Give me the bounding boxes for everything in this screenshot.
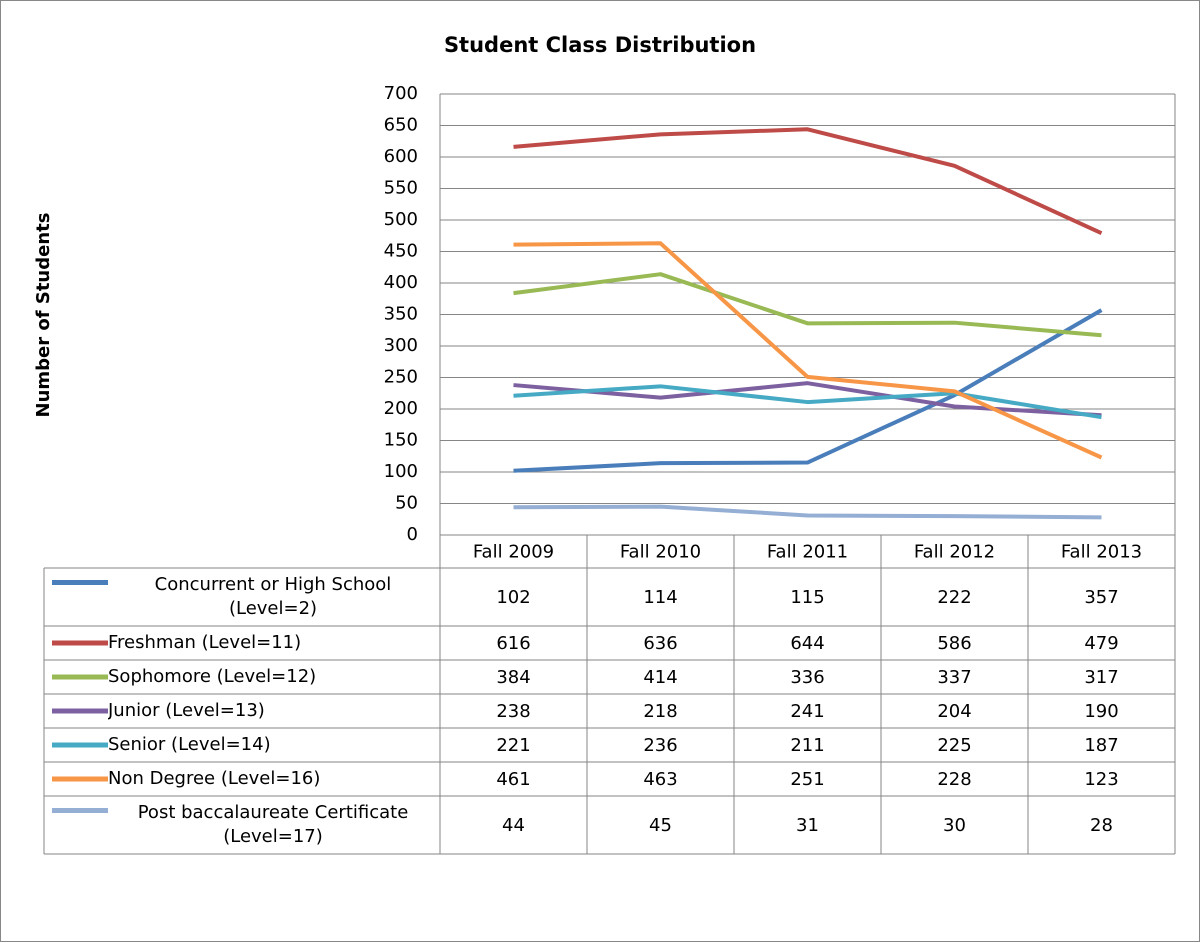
table-value: 115: [790, 587, 824, 608]
x-tick-label: Fall 2012: [914, 542, 995, 563]
table-value: 337: [937, 667, 971, 688]
series-line: [513, 384, 1102, 420]
y-tick-label: 500: [384, 209, 418, 230]
table-value: 28: [1090, 815, 1113, 836]
y-tick-label: 350: [384, 304, 418, 325]
table-value: 317: [1084, 667, 1118, 688]
y-tick-label: 200: [384, 398, 418, 419]
legend-label-box: Sophomore (Level=12): [108, 666, 317, 687]
table-value: 357: [1084, 587, 1118, 608]
y-tick-label: 700: [384, 83, 418, 104]
table-value: 44: [502, 815, 525, 836]
table-value: 204: [937, 701, 971, 722]
y-tick-label: 550: [384, 178, 418, 199]
table-value: 463: [643, 769, 677, 790]
y-tick-label: 650: [384, 115, 418, 136]
legend-label-box: Concurrent or High School (Level=2): [154, 574, 392, 619]
legend-label: Sophomore (Level=12): [108, 666, 317, 687]
legend-label: Junior (Level=13): [108, 700, 265, 721]
table-value: 221: [496, 735, 530, 756]
legend-label: Freshman (Level=11): [108, 632, 302, 653]
table-value: 190: [1084, 701, 1118, 722]
table-value: 479: [1084, 633, 1118, 654]
table-value: 461: [496, 769, 530, 790]
table-value: 31: [796, 815, 819, 836]
series-line: [513, 241, 1103, 460]
y-tick-label: 250: [384, 367, 418, 388]
legend-label-box: Senior (Level=14): [108, 734, 271, 755]
x-tick-label: Fall 2010: [620, 542, 701, 563]
y-tick-label: 450: [384, 241, 418, 262]
legend-label-box: Junior (Level=13): [108, 700, 265, 721]
table-value: 123: [1084, 769, 1118, 790]
table-value: 225: [937, 735, 971, 756]
table-value: 586: [937, 633, 971, 654]
series-line: [513, 504, 1102, 520]
x-tick-label: Fall 2013: [1061, 542, 1142, 563]
table-value: 222: [937, 587, 971, 608]
legend-label-box: Freshman (Level=11): [108, 632, 302, 653]
table-value: 616: [496, 633, 530, 654]
y-tick-label: 600: [384, 146, 418, 167]
y-tick-label: 150: [384, 430, 418, 451]
y-tick-label: 0: [407, 524, 418, 545]
table-value: 45: [649, 815, 672, 836]
table-value: 30: [943, 815, 966, 836]
table-value: 241: [790, 701, 824, 722]
table-value: 636: [643, 633, 677, 654]
y-tick-label: 300: [384, 335, 418, 356]
table-value: 236: [643, 735, 677, 756]
y-tick-label: 50: [395, 493, 418, 514]
table-value: 211: [790, 735, 824, 756]
legend-label: Post baccalaureate Certificate (Level=17…: [137, 802, 409, 847]
series-line: [513, 381, 1102, 418]
legend-label-box: Post baccalaureate Certificate (Level=17…: [137, 802, 409, 847]
series-line: [513, 127, 1103, 236]
table-value: 644: [790, 633, 824, 654]
table-value: 336: [790, 667, 824, 688]
y-axis-label: Number of Students: [33, 213, 54, 418]
series-line: [513, 272, 1102, 338]
table-value: 228: [937, 769, 971, 790]
legend-label: Senior (Level=14): [108, 734, 271, 755]
table-value: 414: [643, 667, 677, 688]
table-value: 251: [790, 769, 824, 790]
table-value: 238: [496, 701, 530, 722]
y-tick-label: 400: [384, 272, 418, 293]
legend-label-box: Non Degree (Level=16): [108, 768, 321, 789]
series-line: [513, 308, 1103, 473]
table-value: 114: [643, 587, 677, 608]
legend-label: Concurrent or High School (Level=2): [154, 574, 392, 619]
table-value: 102: [496, 587, 530, 608]
y-tick-label: 100: [384, 461, 418, 482]
table-value: 187: [1084, 735, 1118, 756]
legend-label: Non Degree (Level=16): [108, 768, 321, 789]
table-value: 384: [496, 667, 530, 688]
x-tick-label: Fall 2011: [767, 542, 848, 563]
x-tick-label: Fall 2009: [473, 542, 554, 563]
table-value: 218: [643, 701, 677, 722]
chart-title: Student Class Distribution: [444, 33, 756, 57]
